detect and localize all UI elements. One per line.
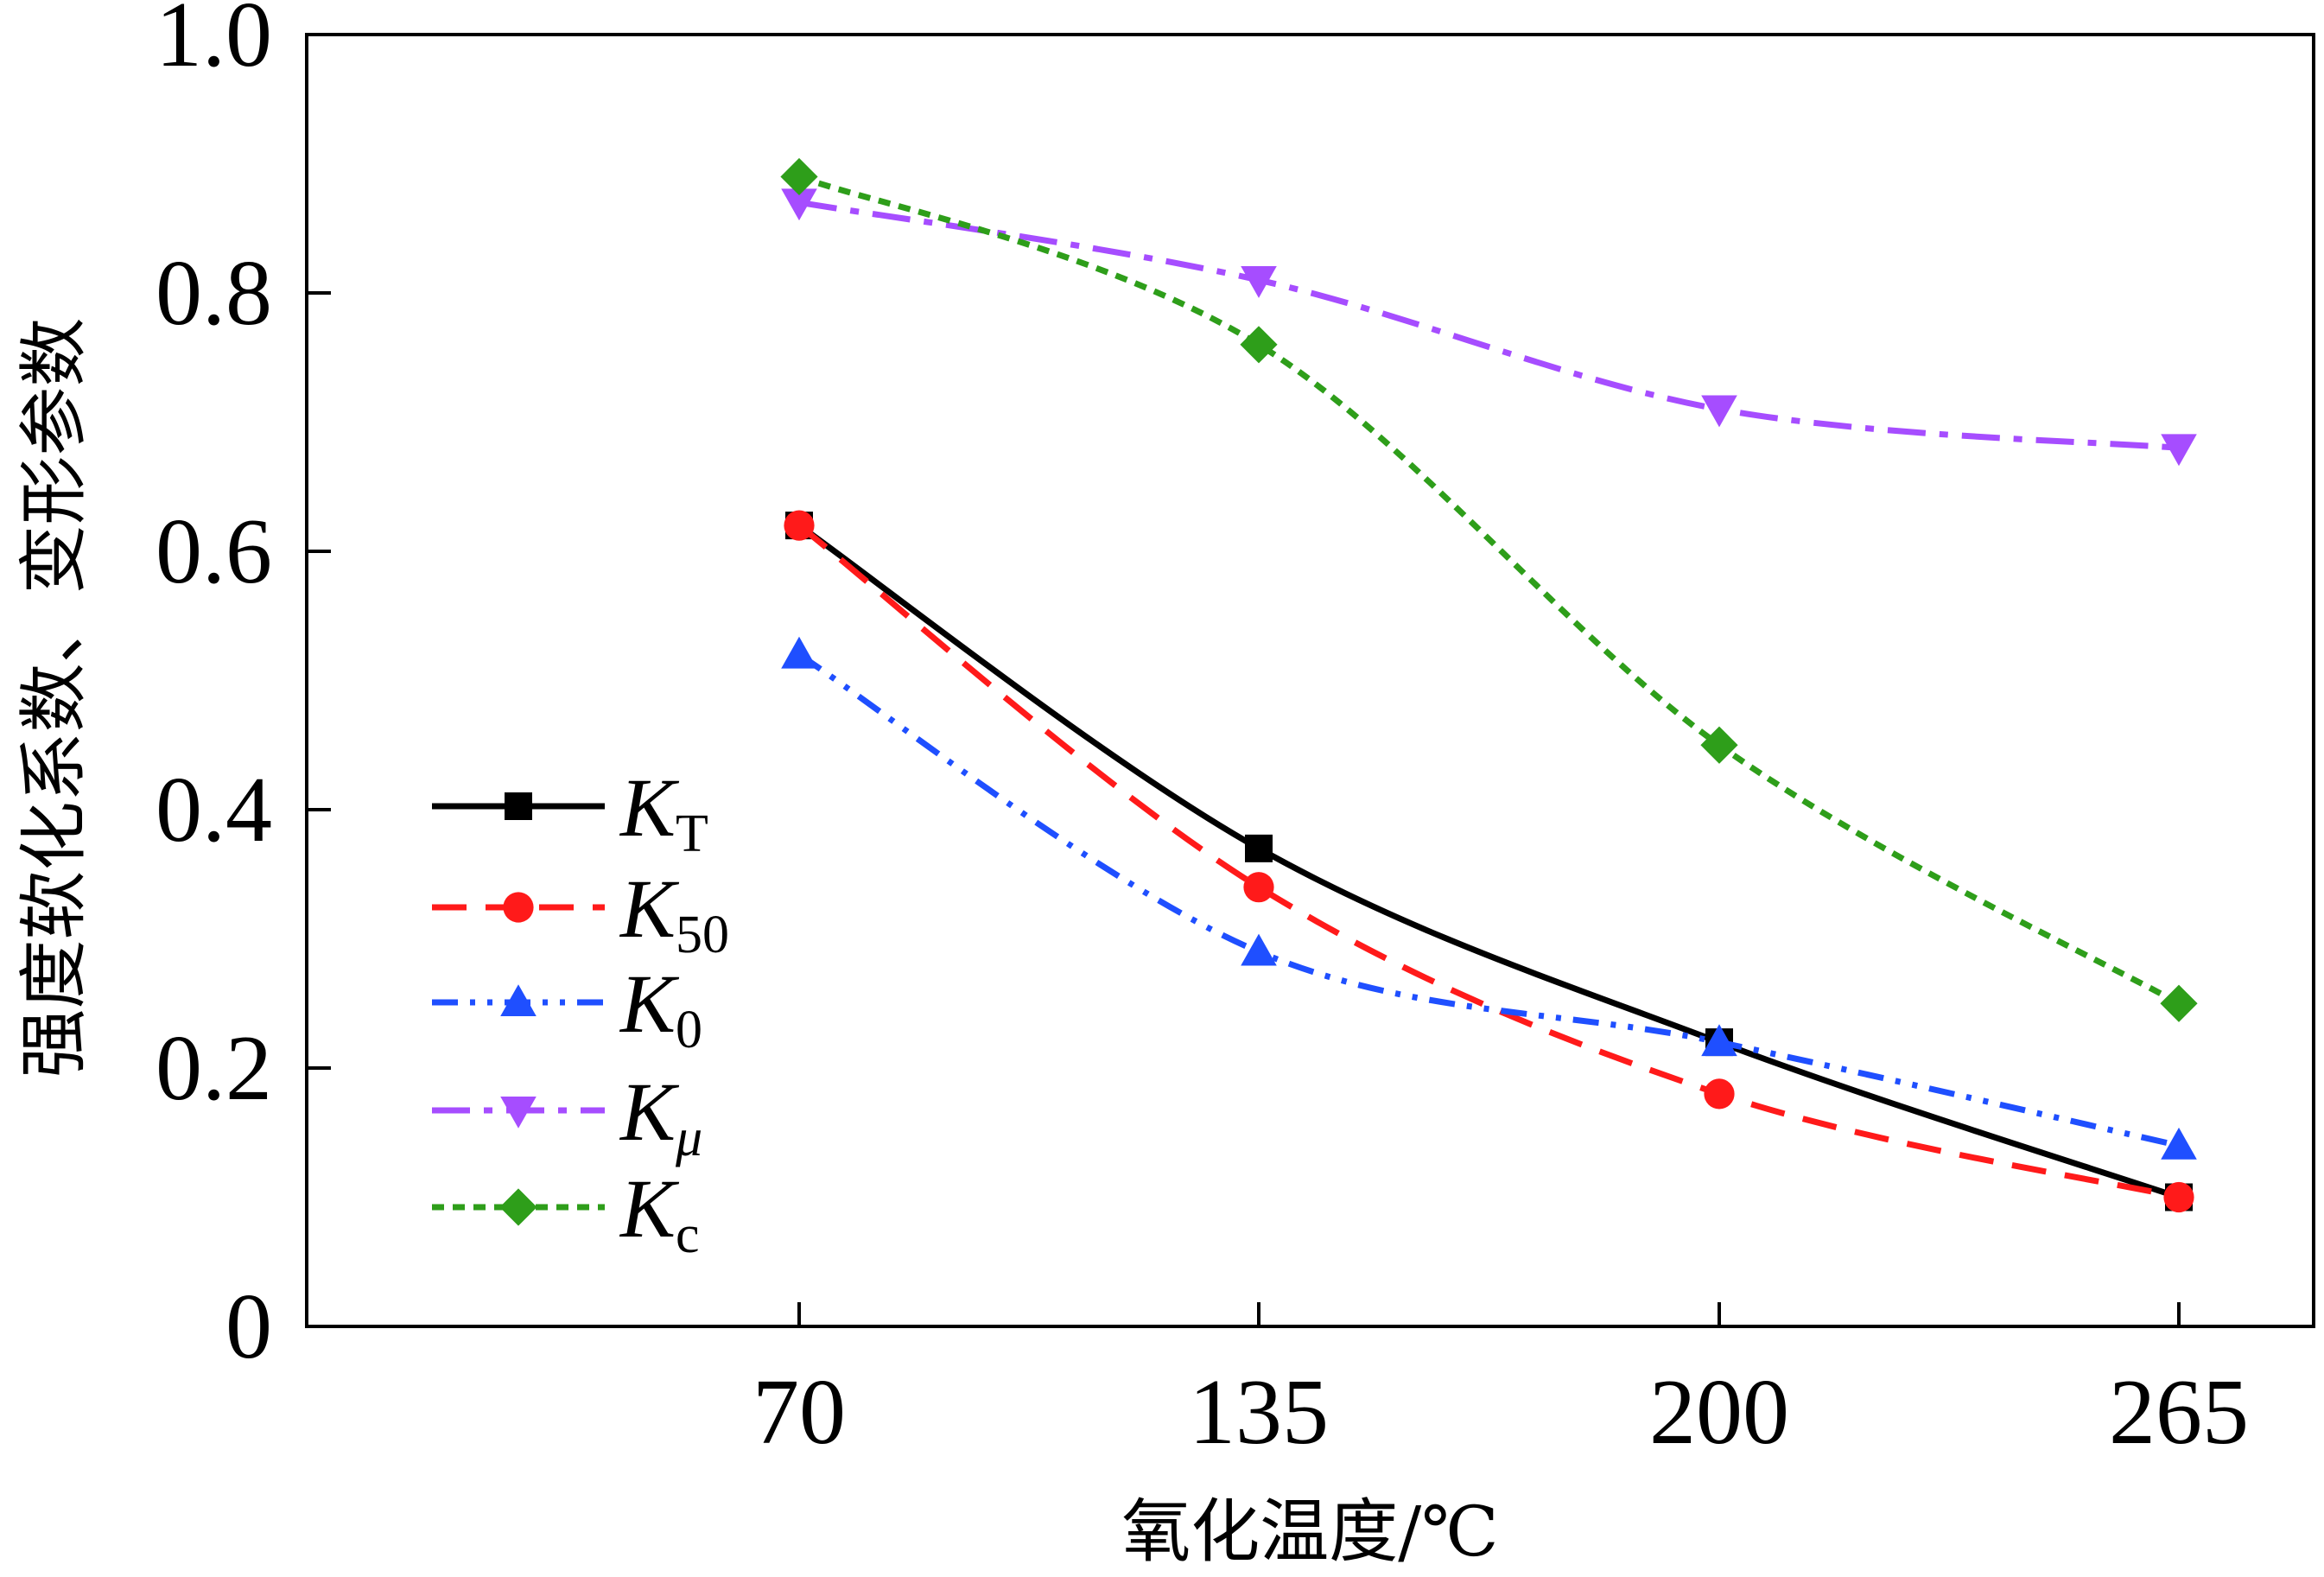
data-point <box>781 188 817 221</box>
y-tick-label: 0.2 <box>156 1017 272 1120</box>
x-tick-label: 135 <box>1189 1361 1329 1464</box>
data-point <box>1700 726 1738 764</box>
series-line <box>797 174 2181 1007</box>
legend-marker <box>500 1097 537 1129</box>
y-tick-label: 1.0 <box>156 0 272 86</box>
legend-label-main: K <box>619 957 680 1050</box>
series-2 <box>781 636 2197 1160</box>
legend-label-main: K <box>619 1065 680 1158</box>
series-line <box>797 523 2180 1200</box>
data-point <box>784 510 815 541</box>
y-axis-title: 强度软化系数、变形参数 <box>14 318 94 1078</box>
legend-item: K50 <box>432 862 729 964</box>
x-axis: 70 135 200 265 <box>752 1302 2249 1464</box>
data-point <box>1245 834 1273 862</box>
series-3 <box>781 188 2197 467</box>
x-tick-label: 265 <box>2109 1361 2249 1464</box>
legend-label: Kc <box>619 1162 700 1264</box>
data-point <box>1243 872 1274 903</box>
series-1 <box>784 510 2194 1213</box>
legend-label: Kμ <box>619 1065 702 1167</box>
data-point <box>780 157 818 196</box>
data-point <box>1240 326 1278 364</box>
plot-frame <box>305 33 2315 1328</box>
data-point <box>1241 933 1277 966</box>
legend-label-subscript: 0 <box>676 1001 702 1059</box>
data-point <box>781 636 817 669</box>
data-point <box>2163 1181 2194 1213</box>
legend-item: Kμ <box>432 1065 702 1167</box>
legend-label-main: K <box>619 761 680 854</box>
data-point <box>1701 395 1737 428</box>
legend-label: K50 <box>619 862 729 964</box>
legend-item: KT <box>432 761 708 863</box>
y-tick-label: 0 <box>225 1275 272 1378</box>
series-layer <box>780 157 2198 1213</box>
y-tick-label: 0.8 <box>156 242 272 345</box>
legend-label-subscript: 50 <box>676 906 729 964</box>
legend-marker <box>500 984 537 1016</box>
data-point <box>2161 434 2197 467</box>
legend-label-subscript: μ <box>675 1109 702 1167</box>
series-line <box>797 652 2180 1149</box>
legend-marker <box>503 892 534 923</box>
y-tick-label: 0.4 <box>156 759 272 862</box>
legend-item: Kc <box>432 1162 700 1264</box>
legend-label-main: K <box>619 862 680 955</box>
data-point <box>1704 1078 1735 1110</box>
legend-label: K0 <box>619 957 702 1059</box>
legend-marker <box>505 792 532 820</box>
data-point <box>1241 266 1277 298</box>
x-tick-label: 70 <box>752 1361 846 1464</box>
y-axis: 0 0.2 0.4 0.6 0.8 1.0 <box>156 0 331 1378</box>
x-axis-title: 氧化温度/℃ <box>1121 1491 1498 1572</box>
series-4 <box>780 157 2198 1022</box>
data-point <box>2160 984 2198 1022</box>
legend-label-main: K <box>619 1162 680 1255</box>
legend-item: K0 <box>432 957 702 1059</box>
y-tick-label: 0.6 <box>156 500 272 603</box>
data-point <box>2161 1127 2197 1160</box>
x-tick-label: 200 <box>1649 1361 1789 1464</box>
legend-label-subscript: T <box>676 804 708 863</box>
series-line <box>797 523 2181 1200</box>
legend-marker <box>499 1188 537 1226</box>
legend-label-subscript: c <box>676 1205 700 1264</box>
series-0 <box>785 512 2193 1211</box>
plot-area <box>305 33 2315 1328</box>
data-point <box>1701 1024 1737 1057</box>
legend-label: KT <box>619 761 708 863</box>
